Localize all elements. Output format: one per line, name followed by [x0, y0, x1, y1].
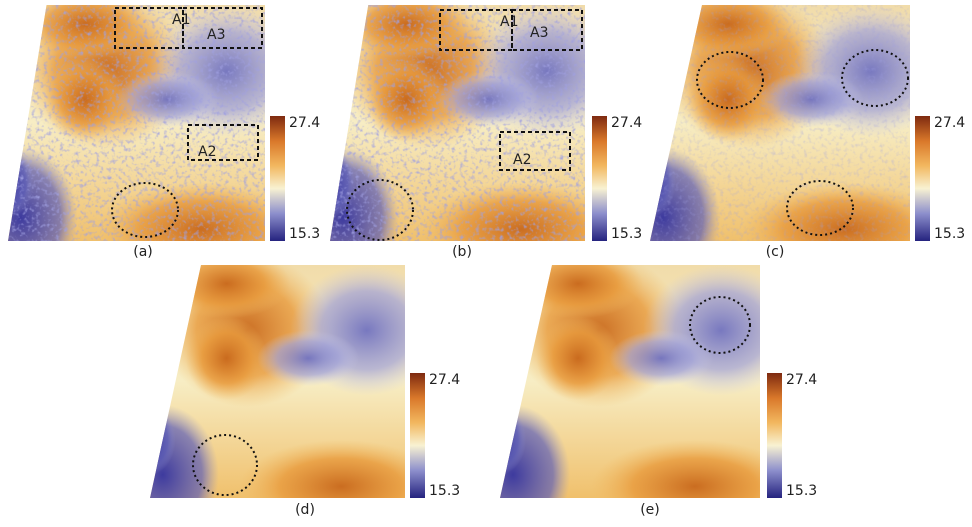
- region-label: A1: [500, 14, 518, 30]
- map-region: [186, 316, 268, 400]
- colorbar: [592, 116, 607, 241]
- region-label: A2: [198, 144, 216, 160]
- colorbar: [410, 373, 425, 498]
- panel: A1 A3 A2 27.4 15.3 (b): [287, 0, 643, 288]
- map-region: [609, 330, 713, 386]
- caption: (e): [640, 502, 660, 518]
- map-noise: [8, 5, 265, 241]
- colorbar: [270, 116, 285, 241]
- panel: 27.4 15.3 (d): [107, 249, 461, 523]
- map-region: [125, 405, 176, 475]
- map: [107, 249, 444, 523]
- panel: A1 A3 A2 27.4 15.3 (a): [0, 0, 320, 288]
- colorbar-max: 27.4: [786, 372, 817, 388]
- colorbar: [915, 116, 930, 241]
- caption: (d): [295, 502, 315, 518]
- caption: (b): [452, 244, 472, 260]
- colorbar-max: 27.4: [429, 372, 460, 388]
- panel: 27.4 15.3 (c): [606, 0, 965, 288]
- map-region: [474, 405, 526, 475]
- region-label: A3: [207, 27, 225, 43]
- colorbar-min: 15.3: [289, 226, 320, 242]
- colorbar-min: 15.3: [429, 483, 460, 499]
- map-region: [536, 316, 619, 400]
- region-label: A1: [172, 12, 190, 28]
- map-region: [257, 330, 359, 386]
- region-label: A2: [513, 152, 531, 168]
- figure: A1 A3 A2 27.4 15.3 (a) A1 A3 A2 27.4 15.3 (b) 27.4 15…: [0, 0, 972, 523]
- colorbar-min: 15.3: [786, 483, 817, 499]
- region-label: A3: [530, 25, 548, 41]
- map: [456, 249, 799, 523]
- colorbar-max: 27.4: [934, 115, 965, 131]
- map-noise: [650, 5, 910, 241]
- panel: 27.4 15.3 (e): [456, 249, 817, 523]
- colorbar-max: 27.4: [289, 115, 320, 131]
- colorbar-max: 27.4: [611, 115, 642, 131]
- caption: (c): [766, 244, 785, 260]
- map-region: [513, 249, 643, 319]
- colorbar-min: 15.3: [934, 226, 965, 242]
- caption: (a): [133, 244, 153, 260]
- map-region: [163, 249, 291, 319]
- colorbar-min: 15.3: [611, 226, 642, 242]
- colorbar: [767, 373, 782, 498]
